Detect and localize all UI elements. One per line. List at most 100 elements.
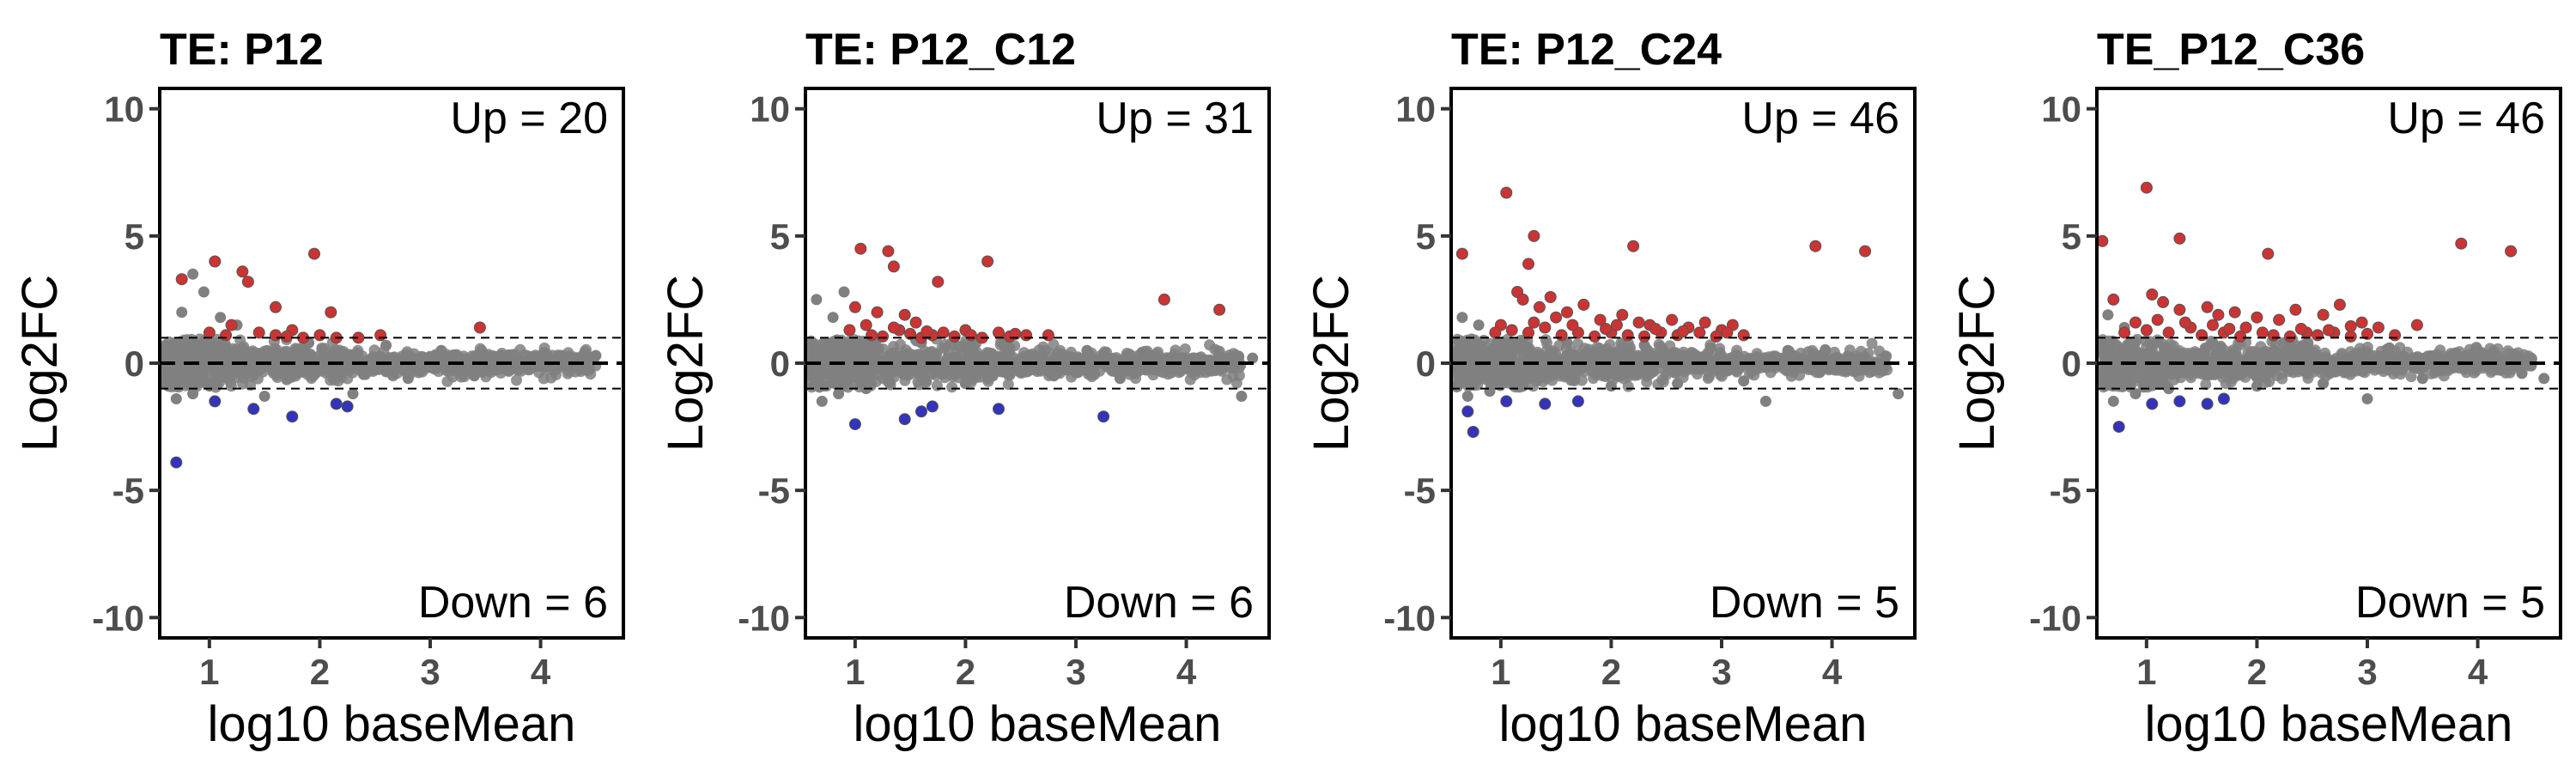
ns-point xyxy=(811,294,823,306)
up-count-label: Up = 20 xyxy=(450,94,608,143)
down-point xyxy=(1539,398,1552,410)
ns-point xyxy=(1641,376,1653,388)
ns-point xyxy=(210,367,222,379)
ns-point xyxy=(848,364,860,376)
ns-point xyxy=(842,381,854,393)
up-count-label: Up = 31 xyxy=(1096,94,1254,143)
ns-point xyxy=(1893,388,1905,400)
ns-point xyxy=(237,343,249,355)
ns-point xyxy=(811,379,823,391)
ns-point xyxy=(1048,370,1060,382)
ns-point xyxy=(830,334,842,346)
up-point xyxy=(2178,316,2191,329)
ns-point xyxy=(1065,346,1077,358)
y-axis-label: Log2FC xyxy=(1303,275,1359,452)
x-tick-label: 1 xyxy=(2136,652,2156,692)
ns-point xyxy=(2097,344,2108,356)
up-point xyxy=(1522,326,1534,339)
up-count-label: Up = 46 xyxy=(1741,94,1899,143)
ns-point xyxy=(2160,365,2172,377)
up-point xyxy=(1627,240,1640,252)
up-point xyxy=(2140,324,2153,337)
ns-point xyxy=(929,366,941,378)
ns-point xyxy=(380,339,392,351)
up-point xyxy=(993,326,1005,339)
ns-point xyxy=(1604,339,1616,350)
ns-point xyxy=(1517,380,1529,392)
ns-point xyxy=(1081,344,1093,356)
y-tick-label: 0 xyxy=(770,343,790,384)
up-point xyxy=(2256,326,2269,339)
y-axis-label: Log2FC xyxy=(658,275,714,452)
ns-point xyxy=(347,388,359,400)
up-point xyxy=(887,260,900,273)
up-point xyxy=(1859,245,1872,258)
y-tick-label: 10 xyxy=(1395,89,1436,130)
up-point xyxy=(909,316,922,329)
x-tick-label: 3 xyxy=(420,652,440,692)
ns-point xyxy=(1738,350,1750,362)
up-point xyxy=(2251,311,2263,324)
down-point xyxy=(1500,395,1513,408)
ns-point xyxy=(2523,350,2535,362)
ns-point xyxy=(1632,349,1644,361)
x-tick-label: 3 xyxy=(2357,652,2377,692)
ns-point xyxy=(334,346,346,358)
up-point xyxy=(1500,186,1513,199)
ns-point xyxy=(2117,366,2129,378)
ns-point xyxy=(2099,378,2110,390)
ns-point xyxy=(1227,370,1239,382)
ns-point xyxy=(2112,380,2124,392)
ns-point xyxy=(178,376,190,388)
ns-point xyxy=(1794,369,1806,381)
y-tick-label: -10 xyxy=(92,598,144,638)
up-count-label: Up = 46 xyxy=(2387,94,2545,143)
ns-point xyxy=(187,268,199,280)
up-point xyxy=(2107,293,2120,306)
ns-point xyxy=(1591,367,1603,379)
ns-point xyxy=(833,388,845,400)
ns-point xyxy=(821,380,832,392)
ns-point xyxy=(1157,355,1169,367)
ns-point xyxy=(2255,341,2267,353)
up-point xyxy=(2289,303,2302,316)
ns-point xyxy=(981,347,993,359)
x-tick-label: 3 xyxy=(1066,652,1085,692)
ns-point xyxy=(424,350,436,362)
ns-point xyxy=(1522,336,1534,348)
x-tick-label: 1 xyxy=(845,652,865,692)
down-point xyxy=(898,413,911,426)
ns-point xyxy=(1004,342,1016,354)
up-point xyxy=(2361,327,2373,340)
up-point xyxy=(2317,308,2330,321)
up-point xyxy=(225,319,238,331)
y-tick-label: 5 xyxy=(2062,216,2081,257)
ns-point xyxy=(853,349,865,361)
ns-point xyxy=(2208,368,2220,380)
ns-point xyxy=(2338,355,2350,367)
x-tick-label: 4 xyxy=(2468,652,2488,692)
up-point xyxy=(270,329,282,342)
up-point xyxy=(1020,329,1033,342)
up-point xyxy=(2333,298,2346,311)
up-point xyxy=(932,276,945,288)
ns-point xyxy=(1054,344,1066,356)
ns-point xyxy=(258,391,270,402)
up-point xyxy=(871,306,884,319)
up-point xyxy=(2151,313,2164,326)
up-point xyxy=(1505,324,1518,337)
up-point xyxy=(1555,329,1568,342)
up-point xyxy=(2312,329,2324,342)
ns-point xyxy=(1814,367,1826,378)
up-point xyxy=(1594,313,1607,326)
down-point xyxy=(170,456,183,469)
ns-point xyxy=(1605,380,1617,392)
ns-point xyxy=(2134,357,2146,369)
ns-point xyxy=(1756,355,1768,367)
up-point xyxy=(2129,316,2142,329)
up-point xyxy=(1737,329,1750,342)
ns-point xyxy=(816,395,828,407)
ns-point xyxy=(1204,339,1216,351)
ns-point xyxy=(316,343,328,354)
ns-point xyxy=(1044,348,1056,360)
